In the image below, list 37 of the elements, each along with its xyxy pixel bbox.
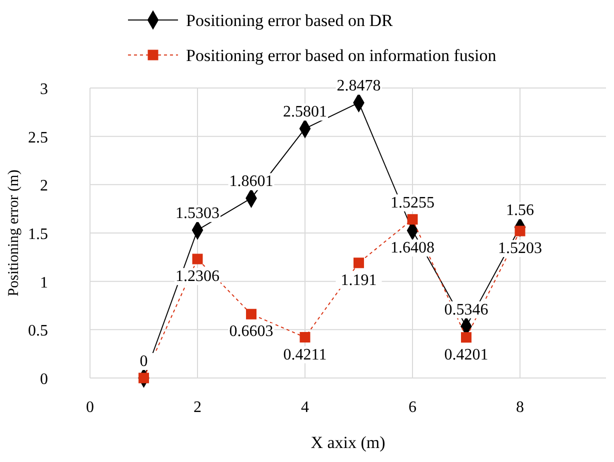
point — [246, 308, 256, 320]
y-axis-title: Positioning error (m) — [6, 170, 22, 296]
data-label: 0.4211 — [283, 346, 327, 364]
x-tick-label: 4 — [301, 399, 309, 416]
point — [407, 214, 418, 225]
y-tick-label: 2 — [40, 178, 48, 195]
y-tick-label: 1.5 — [28, 226, 48, 243]
data-label: 0 — [140, 353, 148, 370]
y-tick-label: 0.5 — [28, 322, 48, 340]
point — [192, 254, 203, 264]
x-tick-label: 0 — [86, 399, 94, 416]
data-label: 1.5303 — [176, 205, 220, 222]
data-label: 1.8601 — [229, 173, 274, 190]
data-label: 0.6603 — [229, 323, 274, 340]
data-label: 0.5346 — [444, 301, 488, 318]
x-tick-label: 2 — [194, 399, 202, 416]
y-tick-label: 3 — [40, 81, 48, 98]
point — [354, 258, 364, 268]
data-label: 1.2306 — [176, 268, 220, 286]
y-tick-label: 1 — [40, 274, 48, 292]
x-axis-title: X axix (m) — [310, 433, 386, 452]
data-label: 1.191 — [340, 272, 377, 289]
data-label: 1.56 — [506, 202, 534, 220]
point — [461, 332, 472, 343]
y-tick-label: 0 — [40, 371, 48, 388]
point — [300, 332, 310, 343]
data-label: 1.6408 — [390, 240, 434, 257]
y-tick-label: 2.5 — [28, 129, 48, 146]
data-label: 1.5203 — [498, 240, 542, 258]
legend-label: Positioning error based on information fusion — [186, 46, 497, 65]
x-tick-label: 8 — [516, 399, 524, 416]
data-label: 1.5255 — [390, 194, 434, 212]
data-label: 0.4201 — [444, 346, 488, 364]
x-tick-label: 6 — [408, 399, 416, 416]
legend-label: Positioning error based on DR — [186, 11, 394, 30]
data-label: 2.8478 — [336, 78, 381, 95]
data-label: 2.5801 — [283, 104, 327, 121]
